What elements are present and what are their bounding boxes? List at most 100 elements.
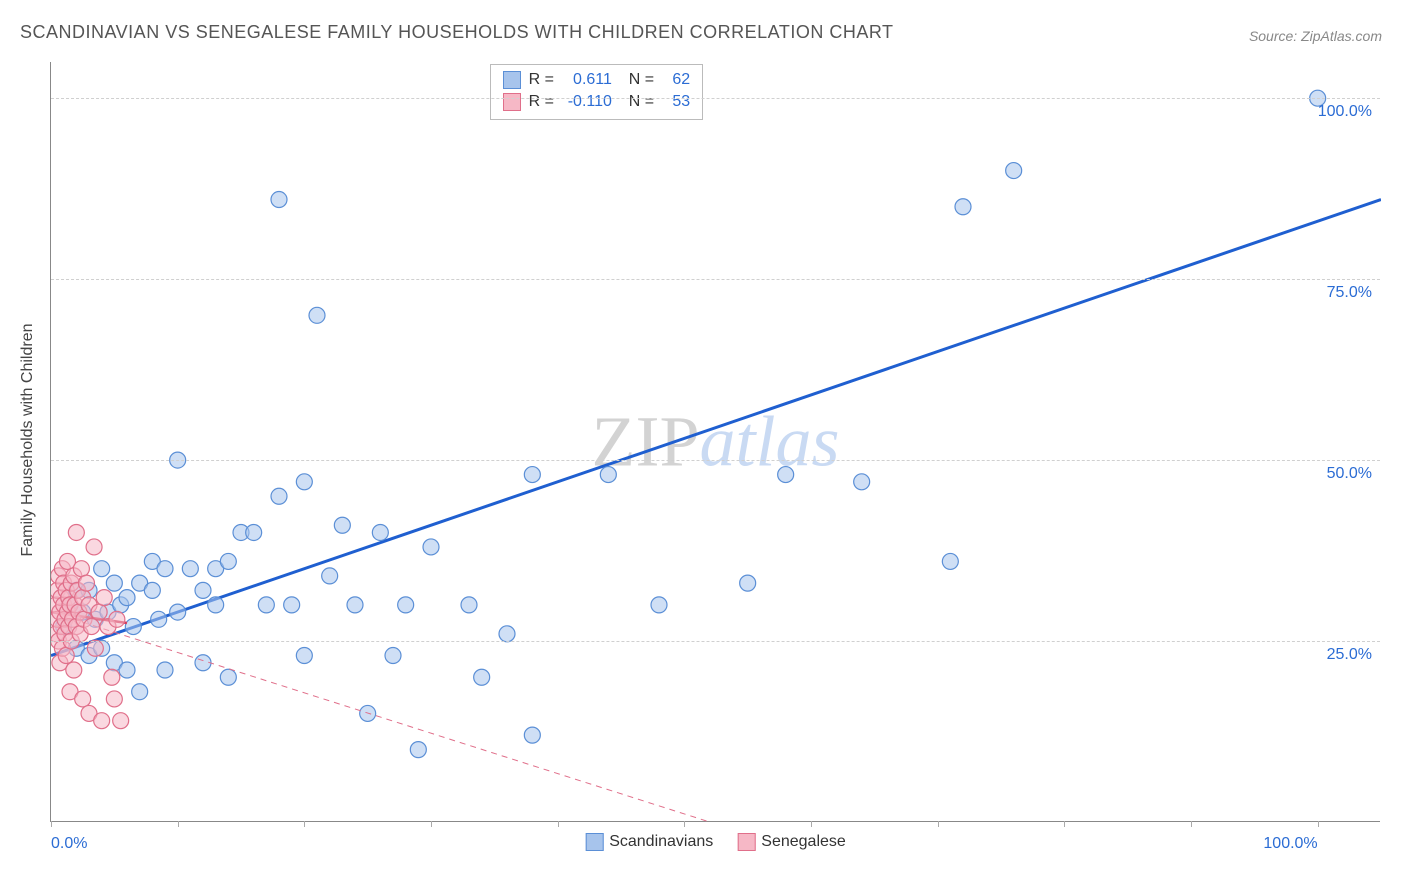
trend-line <box>51 612 710 822</box>
data-point <box>410 742 426 758</box>
plot-area: ZIPatlas R =0.611 N =62R =-0.110 N =53 S… <box>50 62 1380 822</box>
data-point <box>347 597 363 613</box>
data-point <box>372 524 388 540</box>
x-tick <box>684 821 685 827</box>
data-point <box>84 619 100 635</box>
x-tick <box>304 821 305 827</box>
data-point <box>955 199 971 215</box>
x-tick <box>1191 821 1192 827</box>
data-point <box>75 691 91 707</box>
data-point <box>78 575 94 591</box>
data-point <box>600 467 616 483</box>
chart-title: SCANDINAVIAN VS SENEGALESE FAMILY HOUSEH… <box>20 22 894 43</box>
stat-n-value: 53 <box>662 93 690 111</box>
data-point <box>119 662 135 678</box>
x-tick <box>811 821 812 827</box>
legend-label: Senegalese <box>761 833 846 851</box>
x-tick <box>938 821 939 827</box>
data-point <box>740 575 756 591</box>
data-point <box>87 640 103 656</box>
data-point <box>271 488 287 504</box>
y-tick-label: 75.0% <box>1327 284 1372 302</box>
data-point <box>271 192 287 208</box>
legend-swatch <box>503 93 521 111</box>
data-point <box>854 474 870 490</box>
source-attribution: Source: ZipAtlas.com <box>1249 28 1382 44</box>
x-tick <box>51 821 52 827</box>
data-point <box>220 553 236 569</box>
stat-r-value: 0.611 <box>562 71 612 89</box>
trend-line <box>51 200 1381 656</box>
series-legend: Scandinavians Senegalese <box>585 833 846 851</box>
data-point <box>94 561 110 577</box>
data-point <box>461 597 477 613</box>
x-tick-label: 0.0% <box>51 835 87 853</box>
data-point <box>398 597 414 613</box>
data-point <box>66 662 82 678</box>
y-tick-label: 25.0% <box>1327 646 1372 664</box>
data-point <box>157 561 173 577</box>
data-point <box>182 561 198 577</box>
data-point <box>113 713 129 729</box>
x-tick <box>431 821 432 827</box>
data-point <box>157 662 173 678</box>
x-tick <box>1318 821 1319 827</box>
stat-r-label: R = <box>529 93 554 111</box>
stat-r-value: -0.110 <box>562 93 612 111</box>
data-point <box>296 474 312 490</box>
data-point <box>524 467 540 483</box>
data-point <box>106 575 122 591</box>
data-point <box>284 597 300 613</box>
data-point <box>104 669 120 685</box>
data-point <box>144 582 160 598</box>
data-point <box>94 713 110 729</box>
correlation-stats-box: R = 0.611 N = 62 R = -0.110 N = 53 <box>490 64 704 120</box>
legend-swatch <box>503 71 521 89</box>
data-point <box>58 648 74 664</box>
data-point <box>322 568 338 584</box>
data-point <box>86 539 102 555</box>
data-point <box>151 611 167 627</box>
data-point <box>208 597 224 613</box>
data-point <box>73 561 89 577</box>
stats-row: R = -0.110 N = 53 <box>503 91 691 113</box>
gridline-h <box>51 98 1380 99</box>
data-point <box>499 626 515 642</box>
data-point <box>1006 163 1022 179</box>
data-point <box>524 727 540 743</box>
data-point <box>125 619 141 635</box>
legend-swatch <box>737 833 755 851</box>
data-point <box>778 467 794 483</box>
data-point <box>651 597 667 613</box>
data-point <box>258 597 274 613</box>
data-point <box>423 539 439 555</box>
y-axis-title: Family Households with Children <box>19 324 37 557</box>
x-tick <box>1064 821 1065 827</box>
data-point <box>109 611 125 627</box>
data-point <box>296 648 312 664</box>
data-point <box>170 604 186 620</box>
stat-r-label: R = <box>529 71 554 89</box>
stat-n-value: 62 <box>662 71 690 89</box>
data-point <box>309 307 325 323</box>
legend-swatch <box>585 833 603 851</box>
data-point <box>220 669 236 685</box>
data-point <box>474 669 490 685</box>
stats-row: R = 0.611 N = 62 <box>503 69 691 91</box>
data-point <box>195 582 211 598</box>
y-tick-label: 100.0% <box>1318 103 1372 121</box>
legend-item: Senegalese <box>737 833 846 851</box>
gridline-h <box>51 279 1380 280</box>
data-point <box>119 590 135 606</box>
stat-n-label: N = <box>620 93 654 111</box>
data-point <box>68 524 84 540</box>
x-tick <box>558 821 559 827</box>
data-point <box>106 691 122 707</box>
legend-label: Scandinavians <box>609 833 713 851</box>
gridline-h <box>51 460 1380 461</box>
stat-n-label: N = <box>620 71 654 89</box>
data-point <box>246 524 262 540</box>
data-point <box>334 517 350 533</box>
gridline-h <box>51 641 1380 642</box>
scatter-chart <box>51 62 1381 822</box>
